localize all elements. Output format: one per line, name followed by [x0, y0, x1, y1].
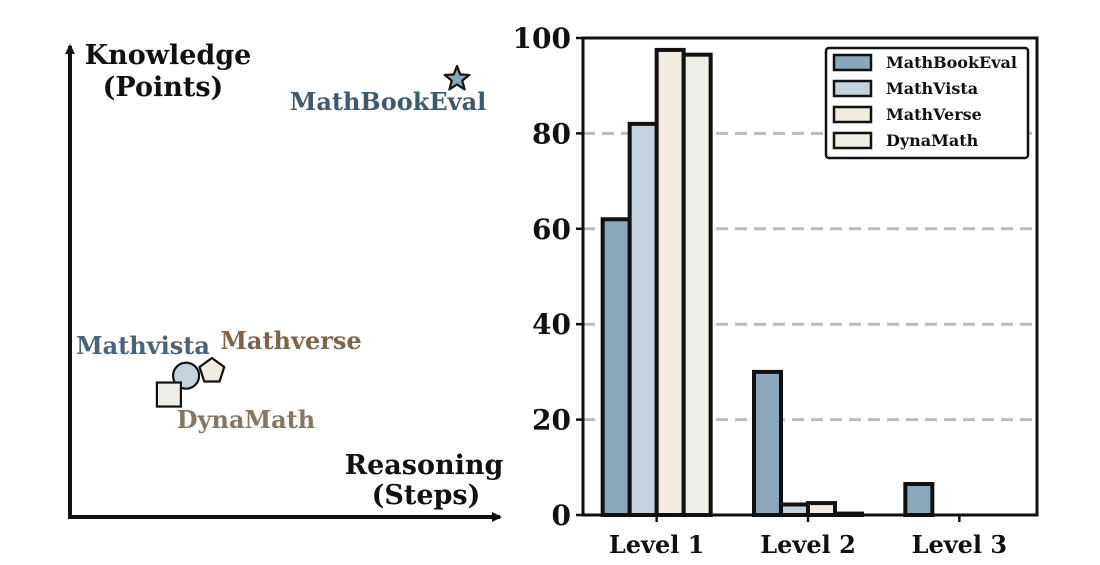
- y-tick-label-40: 40: [532, 308, 571, 341]
- x-tick-label-1: Level 1: [609, 530, 705, 559]
- y-tick-label-20: 20: [532, 404, 571, 437]
- y-tick-labels: 0 20 40 60 80 100: [513, 22, 583, 532]
- x-tick-label-3: Level 3: [912, 530, 1008, 559]
- y-tick-label-80: 80: [532, 117, 571, 150]
- legend: MathBookEval MathVista MathVerse DynaMat…: [824, 46, 1030, 160]
- plot-frame: [581, 36, 1039, 517]
- y-tick-label-60: 60: [532, 213, 571, 246]
- legend-box: [824, 46, 1030, 160]
- legend-label-dynamath: DynaMath: [886, 131, 979, 150]
- x-tick-label-2: Level 2: [760, 530, 856, 559]
- mathbookeval-point-label: MathBookEval: [290, 87, 487, 116]
- y-axis-label-line2: (Points): [103, 72, 224, 103]
- bar-mathbookeval-level-1: [600, 217, 632, 517]
- legend-swatch-mathbookeval: [832, 53, 873, 72]
- bar-mathvista-level-1: [627, 121, 659, 518]
- legend-label-mathverse: MathVerse: [886, 105, 982, 124]
- level-bar-chart: 0 20 40 60 80 100 Level 1 Level 2 Level 3 MathB…: [513, 22, 1039, 559]
- x-axis-label-line1: Reasoning: [345, 450, 504, 481]
- dynamath-square-marker: [155, 381, 182, 408]
- x-tick-labels: Level 1 Level 2 Level 3: [609, 515, 1007, 559]
- mathvista-point-label: Mathvista: [76, 331, 210, 360]
- legend-swatch-dynamath: [832, 131, 873, 150]
- y-tick-label-100: 100: [513, 22, 571, 55]
- bar-series: [600, 47, 935, 518]
- bar-mathverse-level-1: [654, 47, 686, 518]
- legend-label-mathbookeval: MathBookEval: [886, 53, 1017, 72]
- bar-mathbookeval-level-2: [752, 369, 783, 517]
- dynamath-point-label: DynaMath: [177, 405, 315, 434]
- mathverse-pentagon-marker: [198, 356, 226, 383]
- bar-mathvista-level-2: [779, 502, 810, 518]
- legend-swatch-mathvista: [832, 79, 873, 98]
- mathverse-point-label: Mathverse: [220, 326, 361, 355]
- legend-label-mathvista: MathVista: [886, 79, 978, 98]
- legend-swatch-mathverse: [832, 105, 873, 124]
- y-axis-label-line1: Knowledge: [85, 40, 252, 71]
- bar-mathverse-level-2: [806, 501, 837, 518]
- knowledge-reasoning-scatter: Knowledge (Points) Reasoning (Steps) Mat…: [65, 40, 504, 522]
- bar-dynamath-level-1: [681, 52, 713, 517]
- mathbookeval-star-marker: [443, 64, 471, 91]
- y-tick-label-0: 0: [552, 499, 571, 532]
- bar-mathbookeval-level-3: [903, 481, 935, 517]
- x-axis-label-line2: (Steps): [372, 480, 481, 511]
